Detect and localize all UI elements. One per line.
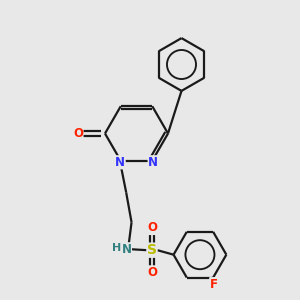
Text: O: O	[147, 221, 157, 235]
Text: H: H	[112, 243, 121, 253]
Text: N: N	[115, 156, 125, 169]
Text: F: F	[210, 278, 218, 291]
Text: O: O	[147, 266, 157, 279]
Text: S: S	[147, 243, 157, 257]
Text: N: N	[148, 156, 158, 169]
Text: N: N	[122, 243, 131, 256]
Text: O: O	[73, 127, 83, 140]
